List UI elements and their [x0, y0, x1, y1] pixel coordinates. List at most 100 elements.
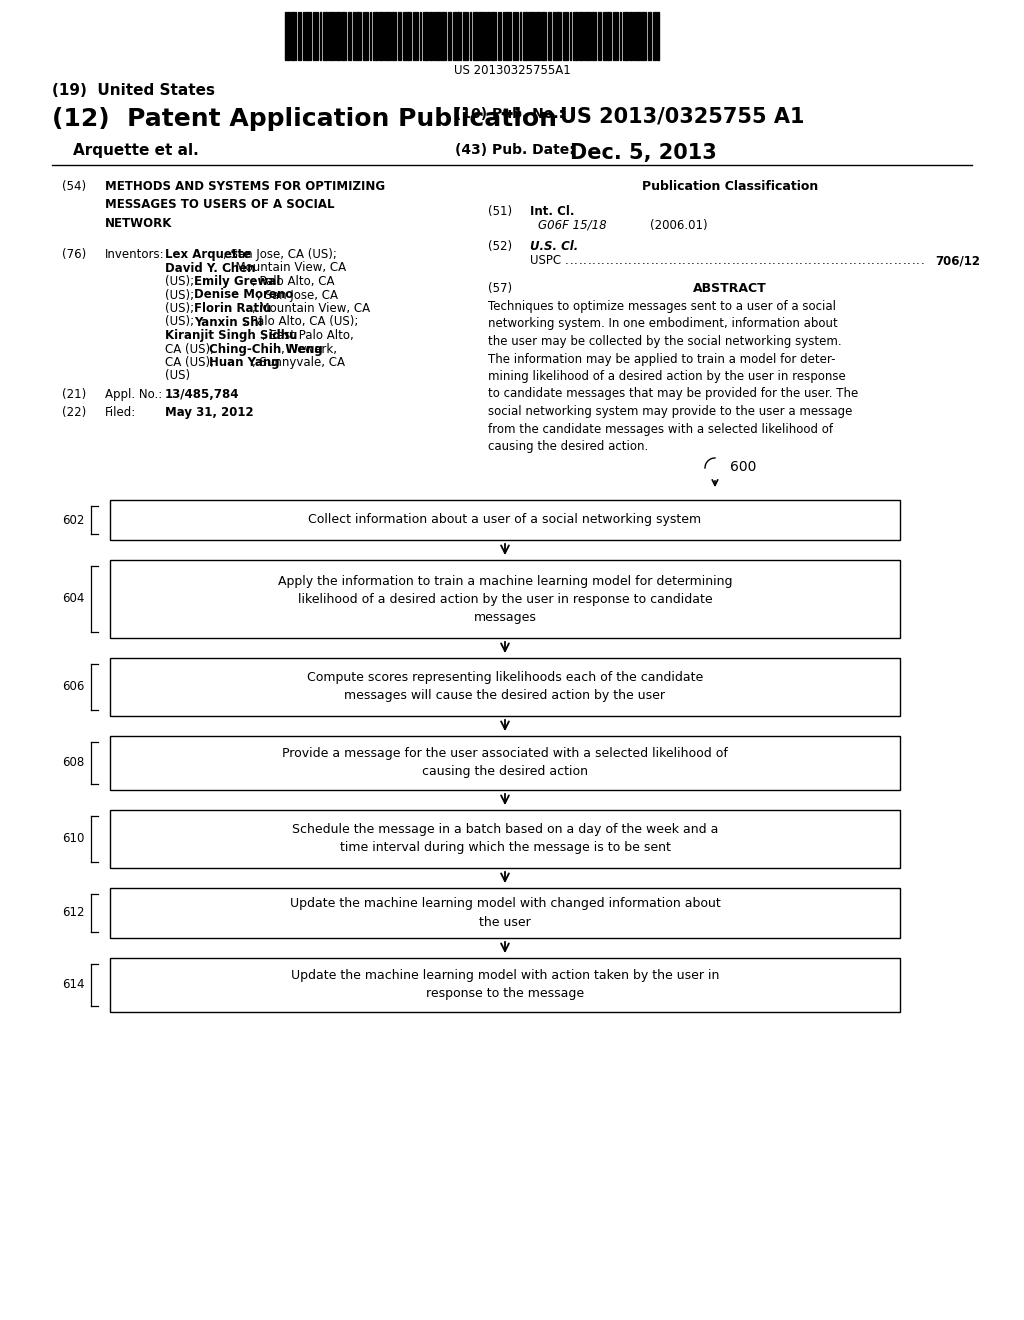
Text: (US);: (US);	[165, 275, 198, 288]
Text: Schedule the message in a batch based on a day of the week and a
time interval d: Schedule the message in a batch based on…	[292, 824, 718, 854]
Text: 604: 604	[62, 593, 84, 606]
Text: .: .	[835, 253, 839, 267]
Text: .: .	[885, 253, 888, 267]
Text: Compute scores representing likelihoods each of the candidate
messages will caus: Compute scores representing likelihoods …	[307, 672, 703, 702]
Text: .: .	[799, 253, 803, 267]
Text: .: .	[659, 253, 664, 267]
FancyBboxPatch shape	[110, 560, 900, 638]
Text: CA (US);: CA (US);	[165, 356, 218, 370]
Text: .: .	[727, 253, 731, 267]
Text: .: .	[821, 253, 825, 267]
Text: (19)  United States: (19) United States	[52, 83, 215, 98]
FancyBboxPatch shape	[110, 500, 900, 540]
Bar	[287, 12, 289, 59]
Text: .: .	[655, 253, 658, 267]
Bar	[657, 12, 659, 59]
Text: (US): (US)	[165, 370, 190, 383]
Text: .: .	[731, 253, 735, 267]
Text: .: .	[759, 253, 762, 267]
Bar	[387, 12, 389, 59]
Text: 606: 606	[62, 681, 84, 693]
Text: Emily Grewal: Emily Grewal	[195, 275, 281, 288]
Text: .: .	[876, 253, 880, 267]
Bar	[325, 12, 327, 59]
Text: .: .	[840, 253, 843, 267]
Bar	[592, 12, 594, 59]
Text: .: .	[601, 253, 605, 267]
Text: .: .	[574, 253, 578, 267]
Text: (57): (57)	[488, 282, 512, 294]
Text: .: .	[736, 253, 739, 267]
Text: .: .	[745, 253, 749, 267]
Text: .: .	[808, 253, 812, 267]
Bar	[537, 12, 539, 59]
Text: .: .	[646, 253, 650, 267]
Text: .: .	[785, 253, 790, 267]
Text: (US);: (US);	[165, 302, 198, 315]
Text: 706/12: 706/12	[935, 253, 980, 267]
Text: , Mountain View, CA: , Mountain View, CA	[228, 261, 346, 275]
Text: .: .	[790, 253, 794, 267]
Text: .: .	[844, 253, 848, 267]
Bar	[507, 12, 509, 59]
Text: , San Jose, CA (US);: , San Jose, CA (US);	[223, 248, 337, 261]
Text: Yanxin Shi: Yanxin Shi	[195, 315, 263, 329]
Text: .: .	[826, 253, 829, 267]
Text: US 2013/0325755 A1: US 2013/0325755 A1	[560, 107, 805, 127]
Text: .: .	[633, 253, 636, 267]
Text: .: .	[772, 253, 776, 267]
Text: .: .	[889, 253, 893, 267]
Text: .: .	[569, 253, 573, 267]
Text: Provide a message for the user associated with a selected likelihood of
causing : Provide a message for the user associate…	[282, 747, 728, 779]
FancyBboxPatch shape	[110, 737, 900, 789]
Bar	[530, 12, 532, 59]
Text: .: .	[588, 253, 591, 267]
Text: .: .	[871, 253, 874, 267]
Text: Denise Moreno: Denise Moreno	[195, 289, 293, 301]
Text: .: .	[830, 253, 835, 267]
Text: .: .	[857, 253, 861, 267]
Text: (21): (21)	[62, 388, 86, 401]
Bar	[342, 12, 344, 59]
Bar	[607, 12, 609, 59]
Text: .: .	[795, 253, 799, 267]
Bar	[337, 12, 339, 59]
Text: (12)  Patent Application Publication: (12) Patent Application Publication	[52, 107, 557, 131]
Text: .: .	[614, 253, 618, 267]
Text: .: .	[709, 253, 713, 267]
Bar	[575, 12, 577, 59]
Text: .: .	[750, 253, 754, 267]
Text: .: .	[637, 253, 641, 267]
Bar	[580, 12, 582, 59]
Text: .: .	[641, 253, 645, 267]
Text: METHODS AND SYSTEMS FOR OPTIMIZING
MESSAGES TO USERS OF A SOCIAL
NETWORK: METHODS AND SYSTEMS FOR OPTIMIZING MESSA…	[105, 180, 385, 230]
Text: May 31, 2012: May 31, 2012	[165, 407, 254, 418]
Text: .: .	[911, 253, 915, 267]
Text: .: .	[768, 253, 771, 267]
Text: .: .	[565, 253, 568, 267]
Text: .: .	[804, 253, 807, 267]
Text: .: .	[862, 253, 865, 267]
Text: U.S. Cl.: U.S. Cl.	[530, 240, 579, 253]
Text: , Palo Alto, CA: , Palo Alto, CA	[252, 275, 335, 288]
Text: .: .	[673, 253, 677, 267]
Text: .: .	[592, 253, 596, 267]
Text: Florin Ratiu: Florin Ratiu	[195, 302, 271, 315]
Text: (43) Pub. Date:: (43) Pub. Date:	[455, 143, 574, 157]
Text: USPC: USPC	[530, 253, 561, 267]
Text: Collect information about a user of a social networking system: Collect information about a user of a so…	[308, 513, 701, 527]
Text: .: .	[907, 253, 910, 267]
Text: Lex Arquette: Lex Arquette	[165, 248, 251, 261]
Text: Update the machine learning model with action taken by the user in
response to t: Update the machine learning model with a…	[291, 969, 719, 1001]
Text: David Y. Chen: David Y. Chen	[165, 261, 256, 275]
Text: Arquette et al.: Arquette et al.	[52, 143, 199, 158]
Text: .: .	[921, 253, 925, 267]
Bar	[375, 12, 377, 59]
Text: , Newark,: , Newark,	[282, 342, 337, 355]
Text: Int. Cl.: Int. Cl.	[530, 205, 574, 218]
Bar	[437, 12, 439, 59]
Text: 600: 600	[730, 459, 757, 474]
Bar	[492, 12, 494, 59]
Bar	[642, 12, 644, 59]
Text: .: .	[714, 253, 717, 267]
